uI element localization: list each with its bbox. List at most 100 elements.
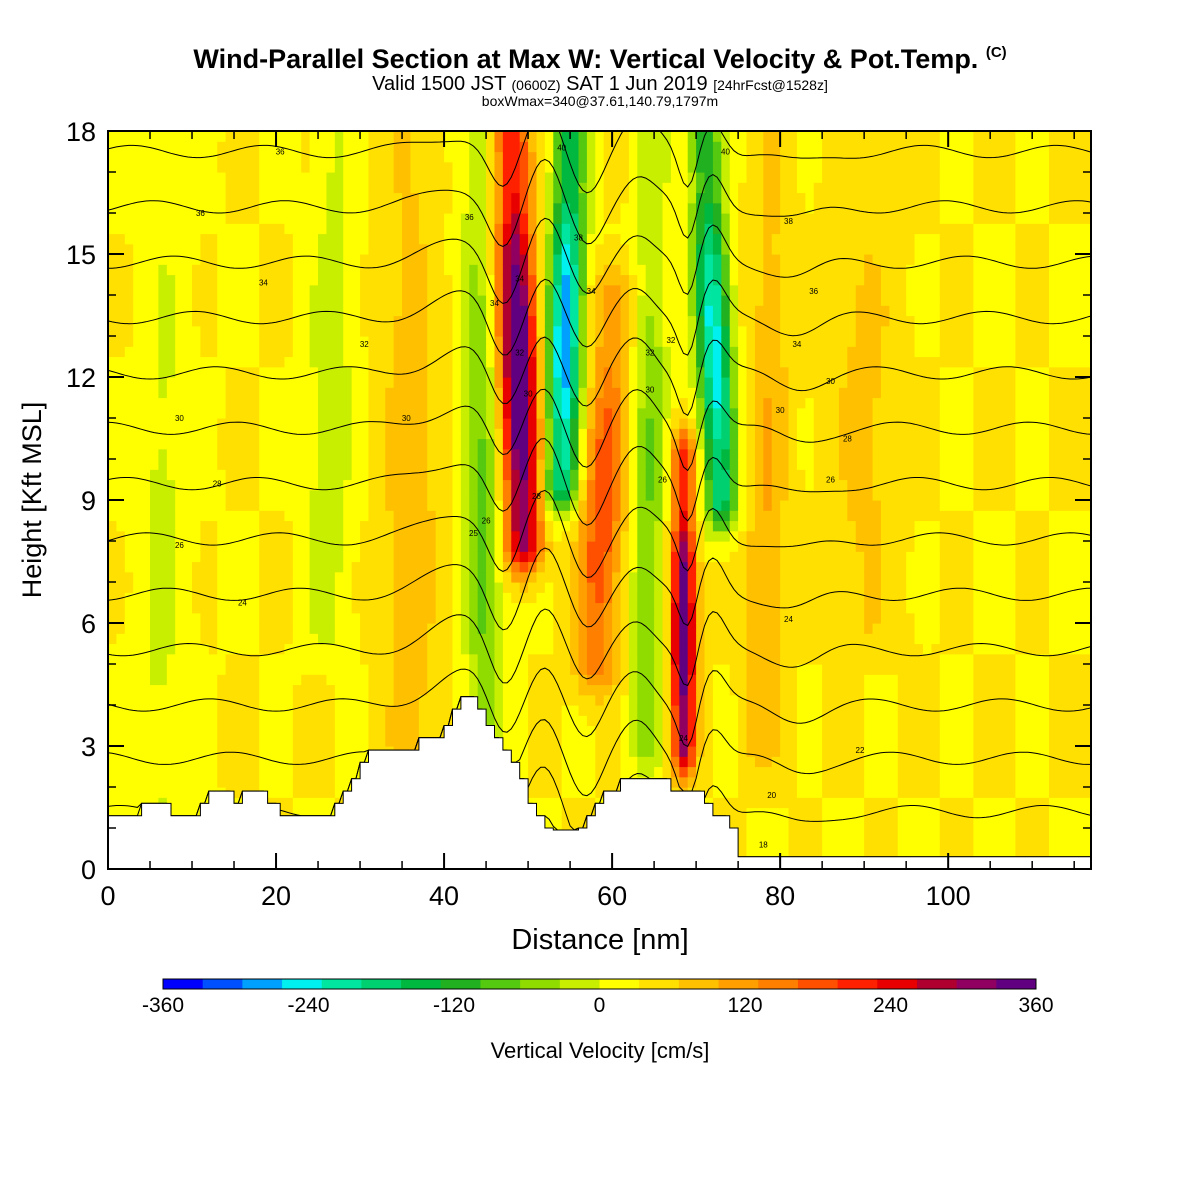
field-cell [343,643,353,655]
field-cell [158,787,168,798]
field-cell [217,725,227,737]
field-cell [360,407,370,419]
field-cell [595,172,605,183]
field-cell [586,172,596,183]
field-cell [494,602,504,614]
field-cell [192,807,202,819]
field-cell [326,213,336,224]
field-cell [267,643,277,655]
field-cell [427,315,437,327]
field-cell [124,684,134,696]
field-cell [544,428,554,440]
field-cell [536,643,546,655]
field-cell [192,582,202,593]
field-cell [368,612,378,624]
field-cell [175,653,185,665]
field-cell [452,479,462,491]
field-cell [259,510,269,522]
field-cell [108,664,117,675]
field-cell [242,735,252,747]
field-cell [192,725,202,737]
field-cell [124,284,134,296]
field-cell [670,725,680,737]
field-cell [654,705,664,716]
field-cell [351,192,361,204]
field-cell [477,520,487,532]
field-cell [108,715,117,727]
field-cell [158,325,168,337]
field-cell [124,397,134,409]
field-cell [200,674,210,686]
field-cell [452,643,462,655]
field-cell [200,407,210,419]
field-cell [603,715,613,727]
field-cell [595,233,605,245]
field-cell [301,623,311,634]
field-cell [351,182,361,194]
field-cell [595,448,605,460]
field-cell [208,602,218,614]
field-cell [561,305,571,317]
field-cell [486,438,496,450]
field-cell [418,664,428,675]
field-cell [612,325,622,337]
field-cell [444,387,454,399]
field-cell [603,151,613,163]
field-cell [553,479,563,491]
field-cell [494,325,504,337]
field-cell [276,735,286,747]
field-cell [108,325,117,337]
field-cell [578,387,588,399]
field-cell [292,387,302,399]
field-cell [141,530,151,542]
field-cell [536,377,546,388]
field-cell [200,520,210,532]
field-cell [360,233,370,245]
field-cell [603,694,613,706]
field-cell [267,541,277,552]
field-cell [376,223,386,235]
field-cell [612,284,622,296]
field-cell [410,428,420,440]
field-cell [410,264,420,276]
field-cell [536,131,546,142]
field-cell [200,325,210,337]
field-cell [242,705,252,716]
field-cell [259,674,269,686]
field-cell [637,243,647,255]
field-cell [486,530,496,542]
field-cell [217,172,227,183]
field-cell [284,725,294,737]
field-cell [183,438,193,450]
field-cell [301,571,311,583]
field-cell [544,151,554,163]
field-cell [242,500,252,511]
field-cell [276,336,286,347]
field-cell [595,346,605,358]
field-cell [502,192,512,204]
field-cell [309,336,319,347]
field-cell [242,325,252,337]
field-cell [511,438,521,450]
vertical-velocity-field [108,131,1091,869]
field-cell [679,623,689,634]
field-cell [141,161,151,173]
field-cell [309,151,319,163]
field-cell [536,582,546,593]
field-cell [410,387,420,399]
field-cell [578,807,588,819]
field-cell [124,489,134,501]
field-cell [360,448,370,460]
field-cell [519,182,529,194]
field-cell [402,223,412,235]
field-cell [435,213,445,224]
field-cell [158,131,168,142]
field-cell [376,479,386,491]
field-cell [410,407,420,419]
field-cell [250,602,260,614]
field-cell [561,684,571,696]
field-cell [175,561,185,573]
field-cell [586,684,596,696]
field-cell [393,643,403,655]
field-cell [444,336,454,347]
